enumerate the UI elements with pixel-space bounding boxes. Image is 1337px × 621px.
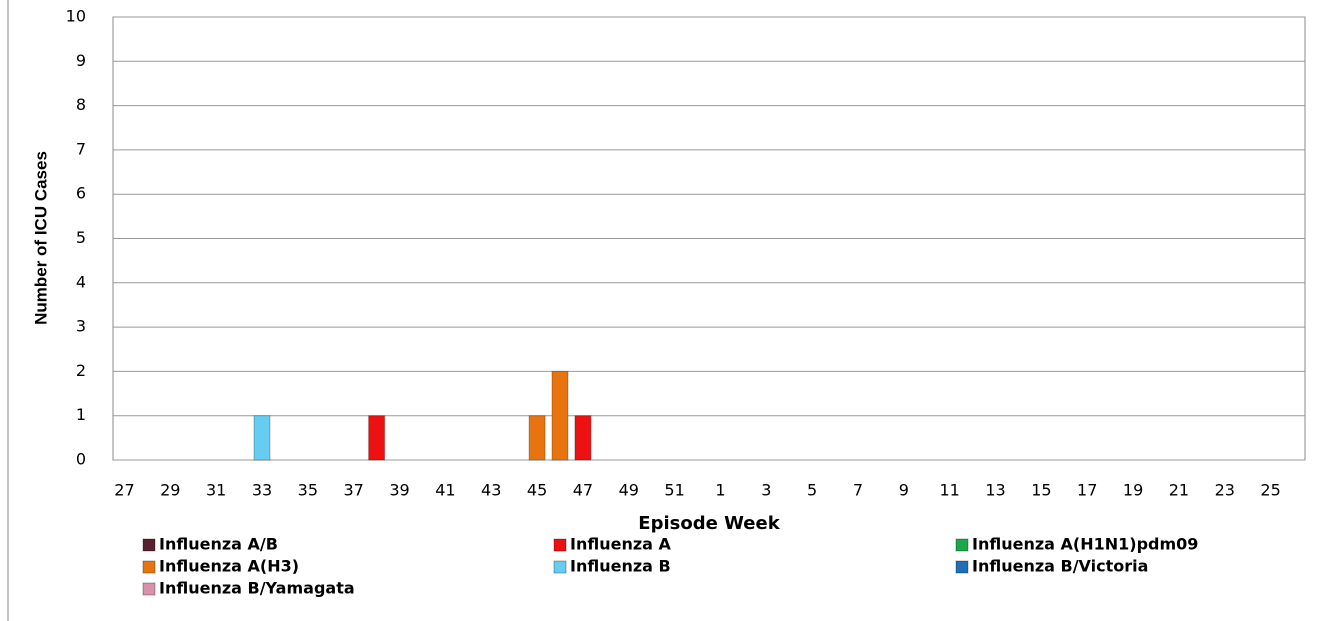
x-tick-label: 5 <box>807 481 817 500</box>
y-tick-label: 4 <box>76 272 86 291</box>
y-tick-label: 3 <box>76 317 86 336</box>
y-tick-label: 10 <box>66 7 86 26</box>
y-tick-label: 7 <box>76 139 86 158</box>
legend-swatch <box>955 538 969 552</box>
x-tick-label: 17 <box>1077 481 1097 500</box>
legend-label: Influenza B <box>570 557 671 576</box>
x-tick-label: 29 <box>160 481 180 500</box>
bar <box>368 415 386 461</box>
bar <box>253 415 271 461</box>
x-tick-label: 3 <box>761 481 771 500</box>
y-tick-label: 1 <box>76 405 86 424</box>
x-tick-label: 49 <box>619 481 639 500</box>
x-tick-label: 15 <box>1031 481 1051 500</box>
legend-swatch <box>955 560 969 574</box>
x-tick-label: 25 <box>1260 481 1280 500</box>
bar <box>574 415 592 461</box>
legend-label: Influenza A(H1N1)pdm09 <box>972 535 1198 554</box>
legend-swatch <box>553 560 567 574</box>
x-tick-label: 27 <box>114 481 134 500</box>
y-tick-label: 6 <box>76 184 86 203</box>
x-tick-label: 9 <box>899 481 909 500</box>
x-tick-label: 7 <box>853 481 863 500</box>
x-tick-label: 35 <box>298 481 318 500</box>
x-tick-label: 11 <box>940 481 960 500</box>
legend-label: Influenza A <box>570 535 672 554</box>
legend-swatch <box>553 538 567 552</box>
legend-swatch <box>142 560 156 574</box>
y-tick-label: 0 <box>76 450 86 469</box>
x-tick-label: 13 <box>985 481 1005 500</box>
legend-label: Influenza A/B <box>159 535 278 554</box>
x-tick-label: 51 <box>664 481 684 500</box>
y-tick-label: 9 <box>76 51 86 70</box>
y-tick-label: 2 <box>76 361 86 380</box>
legend-swatch <box>142 538 156 552</box>
x-axis-title: Episode Week <box>638 513 780 534</box>
x-tick-label: 43 <box>481 481 501 500</box>
x-tick-label: 31 <box>206 481 226 500</box>
y-tick-label: 5 <box>76 228 86 247</box>
bar <box>528 415 546 461</box>
legend-label: Influenza B/Yamagata <box>159 579 355 598</box>
y-tick-label: 8 <box>76 95 86 114</box>
x-tick-label: 33 <box>252 481 272 500</box>
x-tick-label: 45 <box>527 481 547 500</box>
x-tick-label: 1 <box>715 481 725 500</box>
x-tick-label: 23 <box>1215 481 1235 500</box>
x-tick-label: 41 <box>435 481 455 500</box>
x-tick-label: 39 <box>389 481 409 500</box>
y-axis-title: Number of ICU Cases <box>31 151 50 325</box>
bar <box>551 370 569 461</box>
x-tick-label: 21 <box>1169 481 1189 500</box>
legend-swatch <box>142 582 156 596</box>
x-tick-label: 37 <box>344 481 364 500</box>
x-tick-label: 47 <box>573 481 593 500</box>
legend-label: Influenza A(H3) <box>159 557 299 576</box>
x-tick-label: 19 <box>1123 481 1143 500</box>
legend-label: Influenza B/Victoria <box>972 557 1148 576</box>
